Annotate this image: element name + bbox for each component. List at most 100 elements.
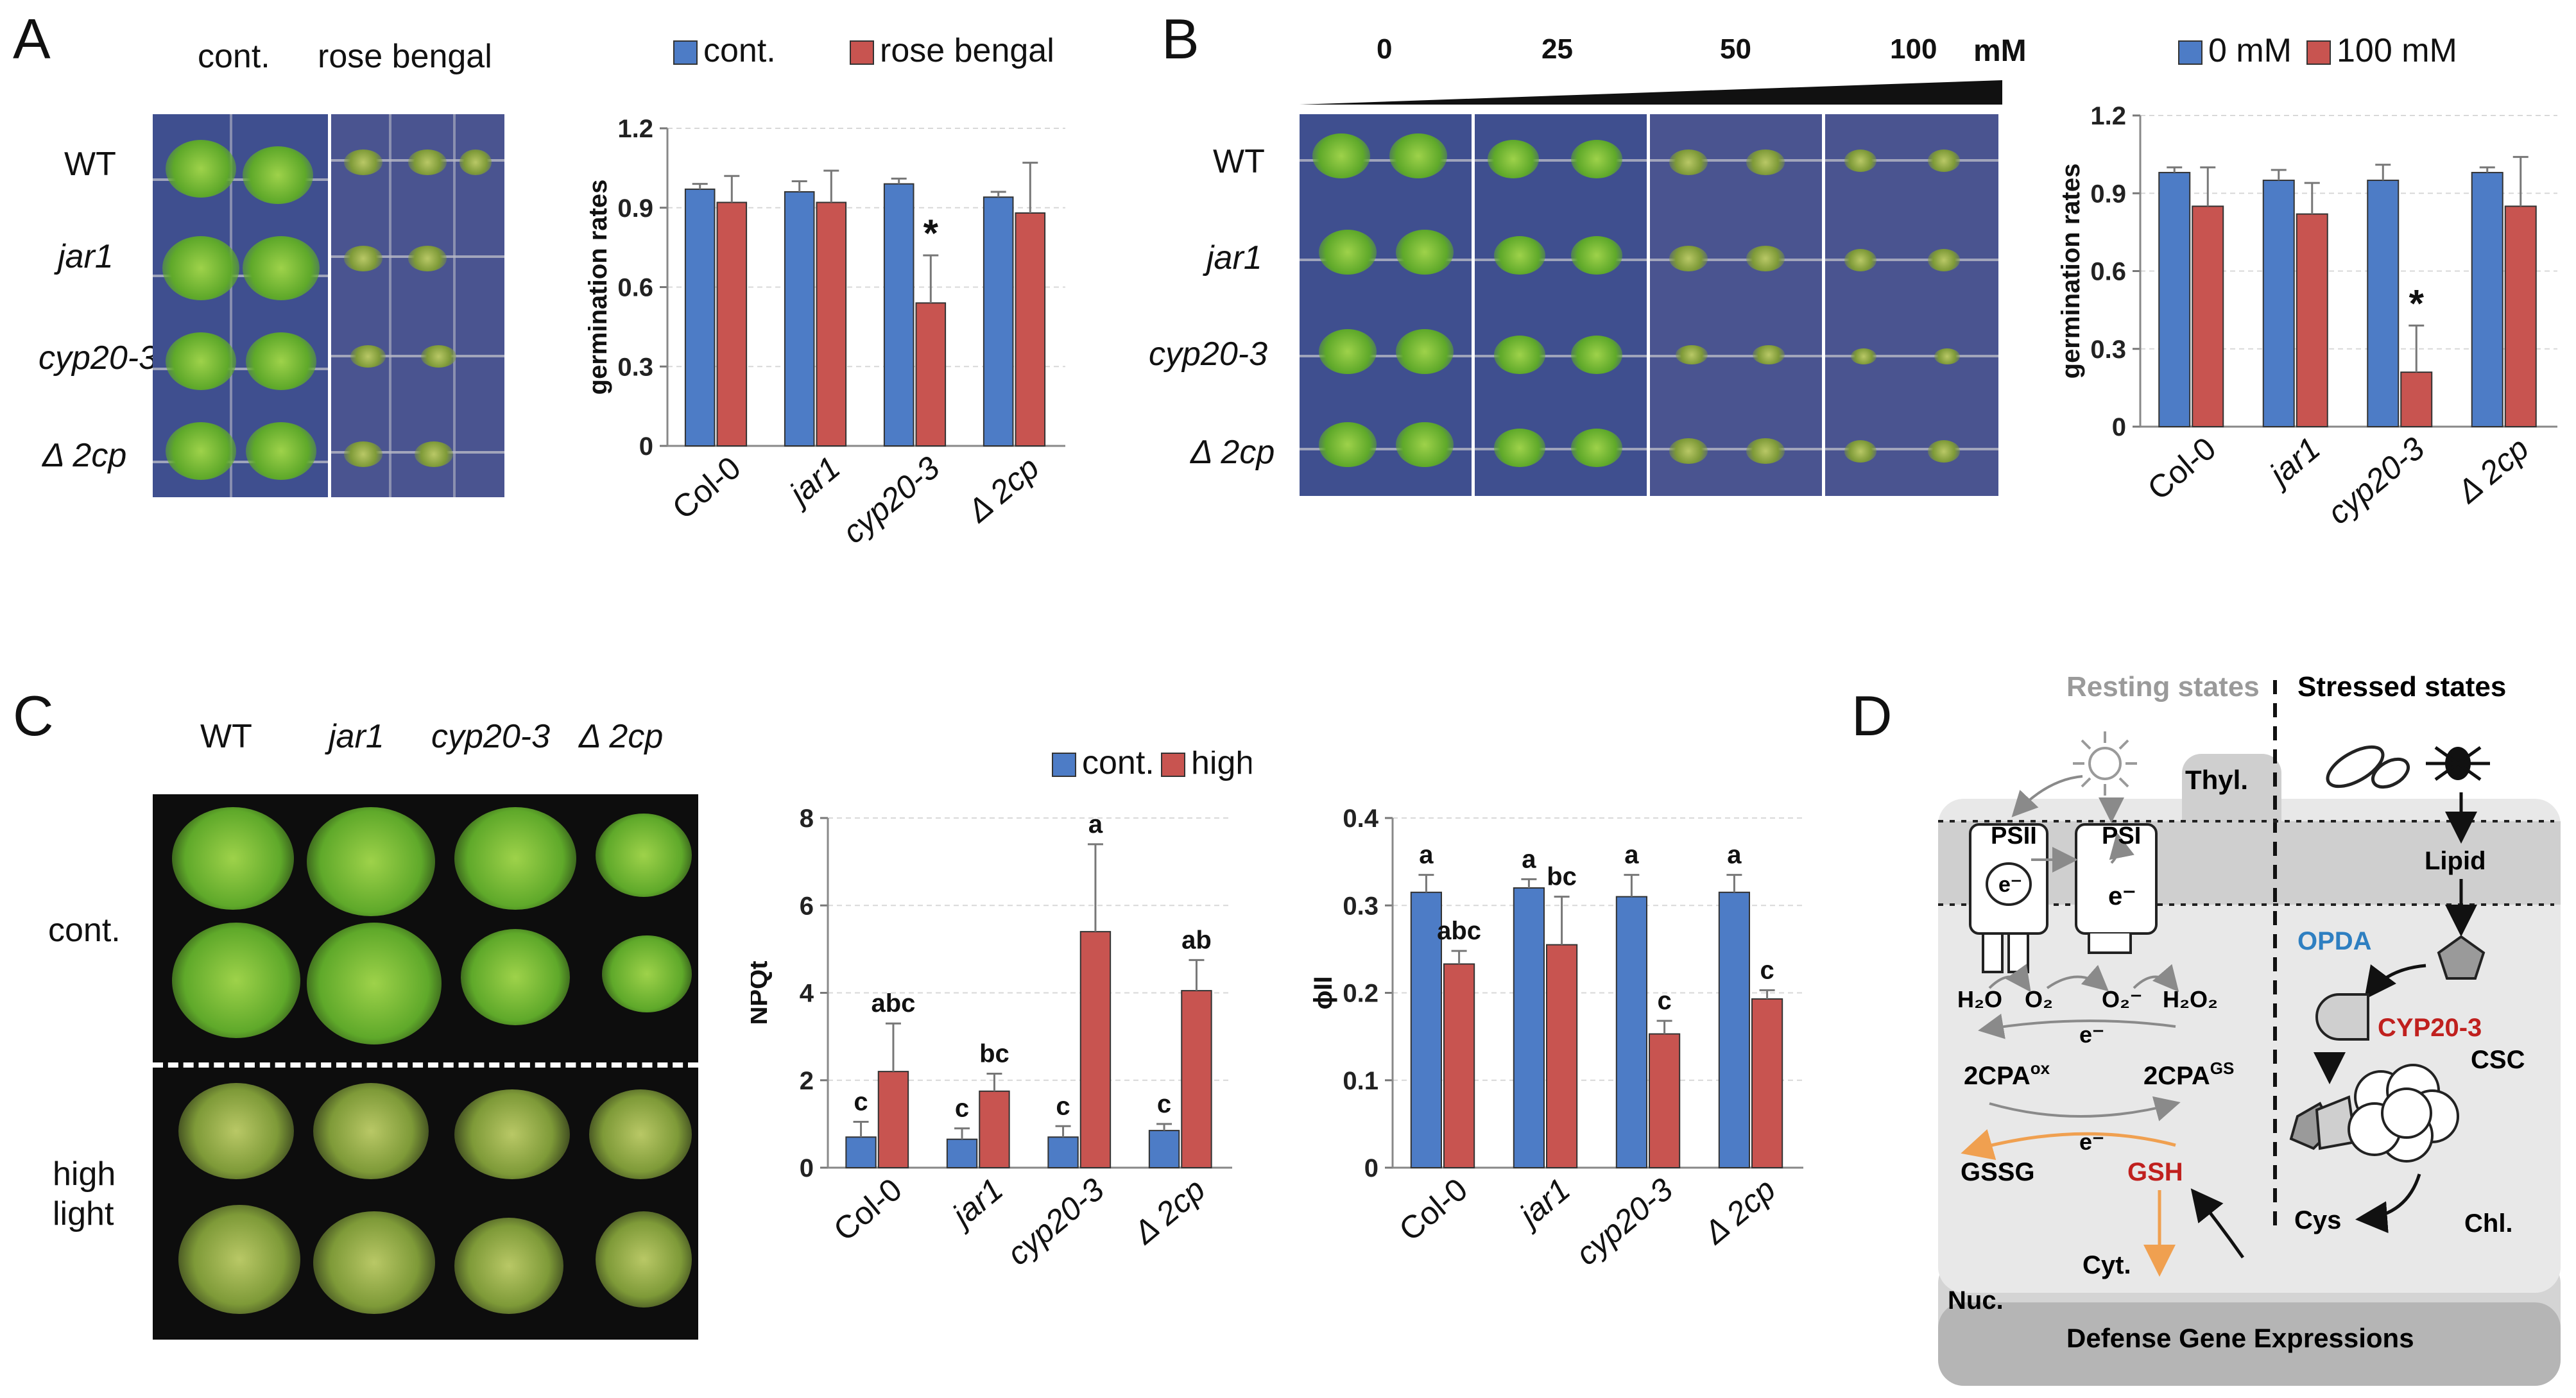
photo-header-rose-bengal: rose bengal [318, 38, 492, 75]
conc-50: 50 [1720, 33, 1751, 65]
y-tick-label: 1.2 [2090, 102, 2126, 130]
bar [784, 191, 815, 447]
diagram-d-pathway: PSII PSI e⁻ e⁻ Resting states Stressed s… [1938, 671, 2554, 1353]
panel-label-c: C [13, 684, 54, 747]
significance-letter: bc [979, 1040, 1009, 1068]
bar [1718, 891, 1750, 1168]
category-label: Δ 2cp [960, 450, 1045, 530]
chart-c-phi-ii: 00.10.20.30.4ϕIIaabcCol-0abcjar1accyp20-… [1309, 805, 1803, 1272]
significance-letter: a [1727, 841, 1742, 869]
c-row-label-high: high [53, 1155, 116, 1193]
bar [2262, 180, 2295, 428]
panel-label-a: A [13, 7, 51, 71]
bar [877, 1071, 909, 1168]
significance-letter: c [1056, 1092, 1070, 1120]
bar [1079, 931, 1112, 1168]
bar [983, 196, 1014, 447]
conc-0: 0 [1377, 33, 1393, 65]
bar [716, 201, 748, 447]
significance-letter: a [1088, 810, 1103, 839]
thylakoid-label: Thyl. [2185, 765, 2248, 795]
b-row-label-delta2cp: Δ 2cp [1190, 434, 1275, 471]
y-axis-label: NPQt [751, 961, 773, 1025]
nucleus-label: Nuc. [1948, 1286, 2004, 1315]
legend-swatch [673, 40, 698, 65]
bar [2367, 180, 2400, 428]
thyl-tab [2182, 754, 2281, 821]
gssg-label: GSSG [1961, 1158, 2035, 1186]
category-label: Col-0 [665, 450, 748, 527]
y-tick-label: 0.3 [617, 353, 653, 381]
chloroplast-label: Chl. [2464, 1209, 2513, 1238]
y-tick-label: 8 [800, 805, 814, 833]
gsh-label: GSH [2127, 1158, 2183, 1186]
c-col-label-cyp20-3: cyp20-3 [431, 718, 550, 755]
cys-label: Cys [2294, 1206, 2341, 1234]
photo-a-rose-bengal [331, 114, 504, 497]
significance-letter: a [1522, 845, 1536, 873]
o2-label: O₂ [2025, 986, 2053, 1012]
c-col-label-delta2cp: Δ 2cp [579, 718, 664, 755]
bar [2192, 205, 2224, 427]
bar [2400, 371, 2433, 427]
row-label-cyp20-3: cyp20-3 [39, 339, 157, 377]
row-label-wt: WT [64, 146, 116, 183]
significance-star: * [923, 212, 939, 255]
y-tick-label: 0.2 [1343, 980, 1378, 1008]
bar [816, 201, 847, 447]
concentration-wedge [1300, 80, 2002, 105]
b-row-label-wt: WT [1213, 143, 1265, 180]
category-label: Col-0 [2141, 430, 2223, 507]
significance-letter: ab [1181, 926, 1212, 954]
sun-icon [2073, 731, 2137, 796]
bar [1513, 887, 1545, 1168]
cyp20-3-shape [2315, 993, 2369, 1041]
significance-letter: c [1157, 1090, 1171, 1118]
category-label: jar1 [1510, 1172, 1577, 1236]
y-tick-label: 0.6 [2090, 258, 2126, 286]
category-label: cyp20-3 [836, 449, 946, 550]
bar [684, 188, 716, 447]
legend-swatch [1161, 753, 1185, 777]
category-label: Col-0 [827, 1172, 909, 1249]
category-label: Δ 2cp [2450, 430, 2535, 511]
category-label: Δ 2cp [1697, 1172, 1782, 1252]
y-tick-label: 0.4 [1343, 805, 1378, 833]
c-col-label-wt: WT [200, 718, 252, 755]
bar [2296, 213, 2328, 427]
bar [1181, 990, 1212, 1168]
significance-letter: bc [1547, 863, 1577, 891]
bar [883, 183, 914, 447]
psi-electron-label: e⁻ [2108, 882, 2136, 910]
csc-complex [2289, 1064, 2459, 1163]
psii-label: PSII [1991, 823, 2037, 849]
y-tick-label: 0.9 [2090, 180, 2126, 208]
conc-25: 25 [1541, 33, 1573, 65]
y-axis-label: germination rates [584, 180, 612, 395]
cpa-gs-label: 2CPAGS [2143, 1059, 2234, 1090]
bar [915, 302, 947, 447]
legend-swatch [850, 40, 874, 65]
significance-letter: c [854, 1087, 868, 1116]
y-tick-label: 0 [1364, 1154, 1378, 1182]
category-label: jar1 [943, 1172, 1009, 1236]
defense-gene-expressions-label: Defense Gene Expressions [2066, 1323, 2414, 1353]
nucleus-box [1938, 1302, 2561, 1386]
conc-unit: mM [1973, 34, 2027, 68]
y-tick-label: 0 [2112, 413, 2126, 441]
pathogen-icon [2326, 745, 2410, 789]
category-label: cyp20-3 [1000, 1171, 1111, 1272]
significance-letter: c [1760, 956, 1774, 984]
photo-b-100mm [1825, 114, 1998, 496]
y-tick-label: 0.3 [2090, 336, 2126, 364]
bar [1751, 998, 1783, 1168]
bar [946, 1138, 978, 1168]
c-row-label-cont: cont. [48, 912, 121, 949]
y-tick-label: 0.1 [1343, 1067, 1378, 1095]
y-tick-label: 0.3 [1343, 892, 1378, 920]
photo-c-plants [153, 794, 698, 1340]
legend-swatch [2178, 40, 2202, 65]
y-tick-label: 4 [800, 980, 814, 1008]
